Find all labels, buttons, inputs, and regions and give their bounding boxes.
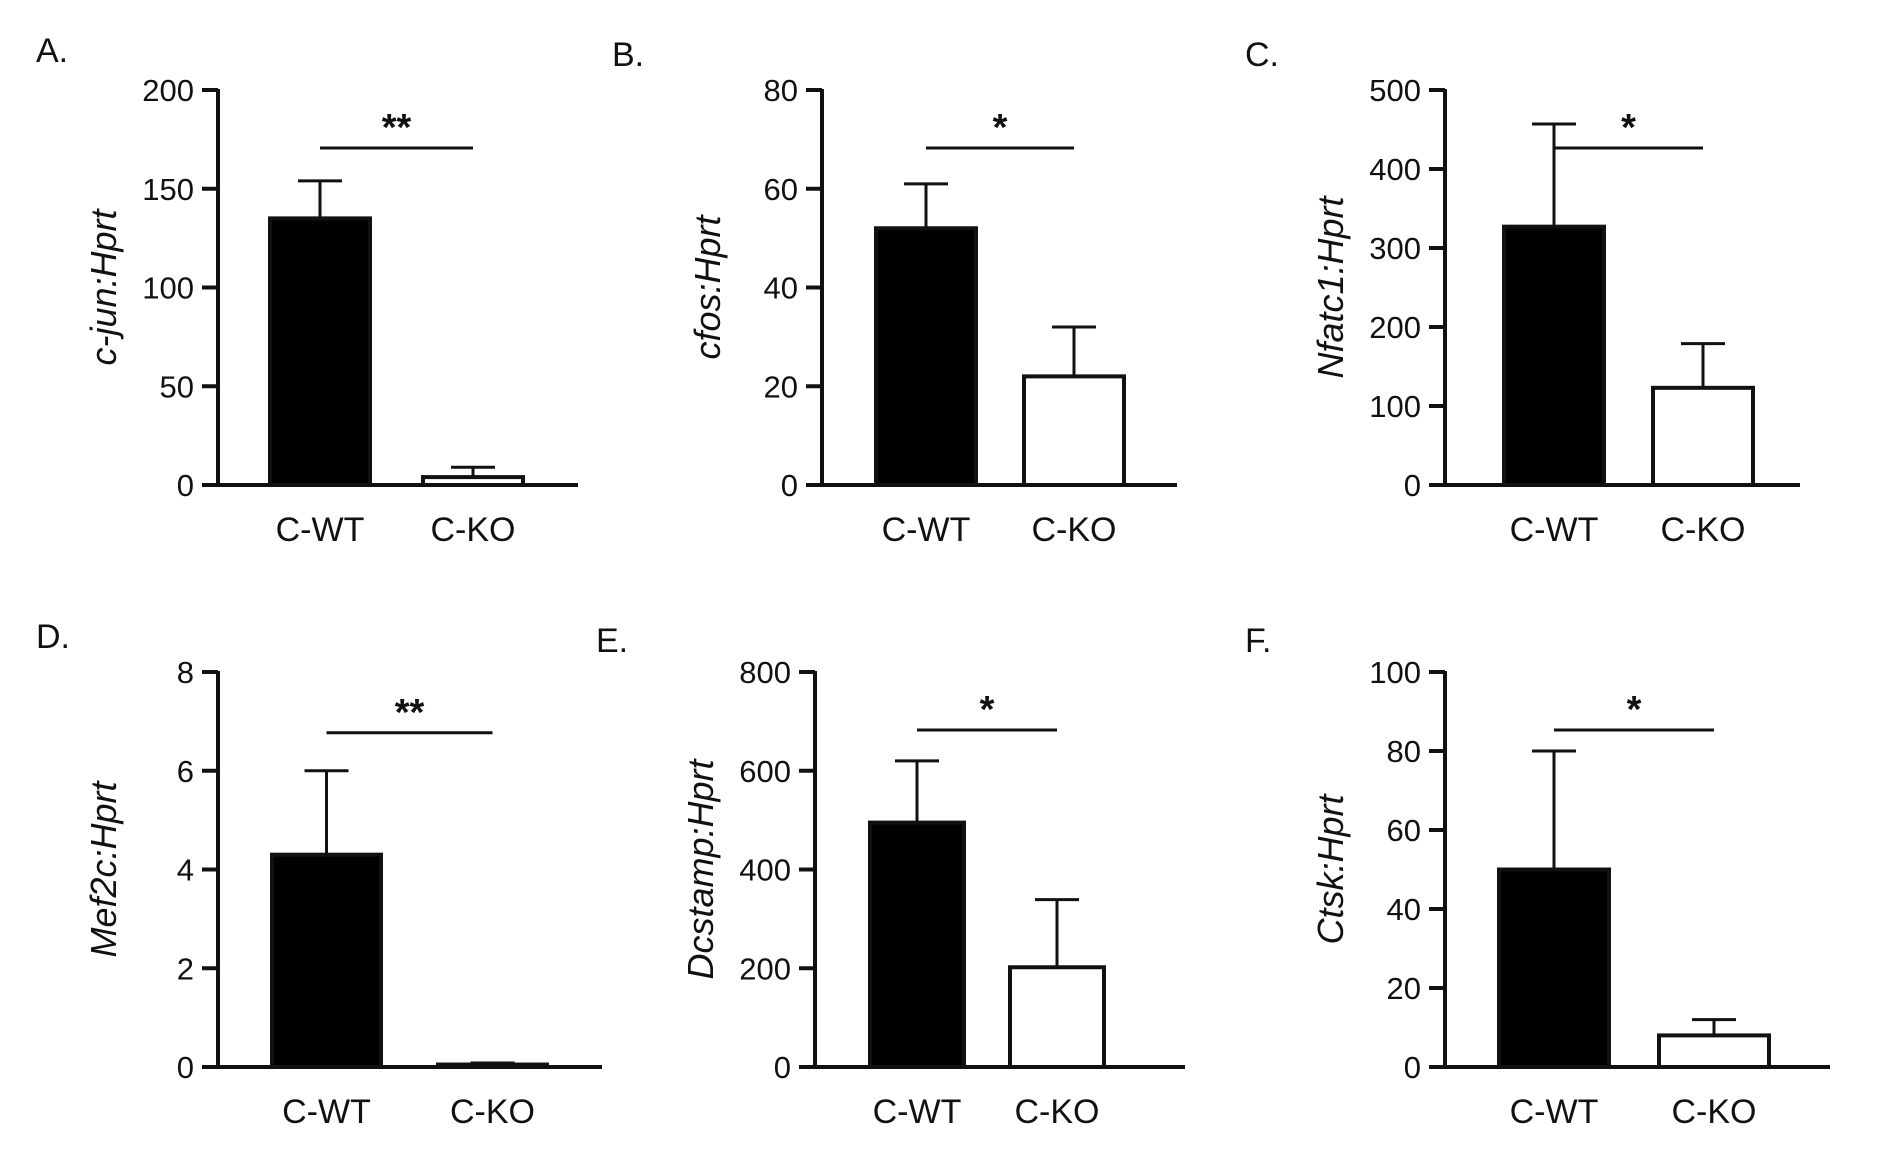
significance-marker: * xyxy=(993,107,1008,149)
y-tick-label: 6 xyxy=(177,754,194,789)
category-label: C-KO xyxy=(1661,511,1746,549)
chart-f: 0 20 40 60 80 100 Ctsk:Hprt C-WT C-KO * xyxy=(1310,655,1830,1131)
y-tick-label: 4 xyxy=(177,853,194,888)
y-tick-label: 0 xyxy=(781,468,798,503)
y-axis-label: c-jun:Hprt xyxy=(83,207,124,365)
panel-letter: A. xyxy=(36,32,69,70)
bar-c-wt xyxy=(1502,224,1606,487)
significance-marker: * xyxy=(1621,107,1636,149)
bar-c-ko xyxy=(1008,965,1106,1070)
y-tick-label: 0 xyxy=(1404,468,1421,503)
category-label: C-WT xyxy=(1510,511,1599,549)
y-tick-label: 80 xyxy=(764,73,798,108)
chart-e: 0 200 400 600 800 Dcstamp:Hprt C-WT C-KO * xyxy=(680,655,1185,1131)
category-label: C-WT xyxy=(882,511,971,549)
y-tick-label: 200 xyxy=(142,73,194,108)
bar-c-ko xyxy=(1651,385,1755,487)
bar-c-wt xyxy=(270,852,383,1069)
y-axis-label: Mef2c:Hprt xyxy=(83,779,124,957)
y-tick-label: 60 xyxy=(764,172,798,207)
y-tick-label: 400 xyxy=(739,853,791,888)
panel-letter: B. xyxy=(612,36,645,74)
y-tick-label: 800 xyxy=(739,655,791,690)
y-tick-label: 60 xyxy=(1387,813,1421,848)
chart-c: 0 100 200 300 400 500 Nfatc1:Hprt C-WT C-KO * xyxy=(1310,73,1800,549)
y-tick-label: 0 xyxy=(1404,1050,1421,1085)
panel-e: E. 0 200 400 600 800 Dcstamp:Hprt C-WT C-KO * xyxy=(590,590,1210,1150)
y-tick-label: 600 xyxy=(739,754,791,789)
y-axis-label: Ctsk:Hprt xyxy=(1310,792,1351,944)
panel-a: A. 0 50 100 150 200 c-jun:Hprt C-WT C-KO ** xyxy=(0,0,620,560)
bar-c-ko xyxy=(421,475,525,488)
significance-marker: * xyxy=(980,689,995,731)
y-tick-label: 40 xyxy=(1387,892,1421,927)
chart-d: 0 2 4 6 8 Mef2c:Hprt C-WT C-KO ** xyxy=(83,655,602,1131)
y-axis-label: Dcstamp:Hprt xyxy=(680,757,721,979)
category-label: C-KO xyxy=(450,1093,535,1131)
panel-c: C. 0 100 200 300 400 500 Nfatc1:Hprt C-WT C-KO * xyxy=(1245,0,1865,560)
y-tick-label: 0 xyxy=(177,468,194,503)
y-tick-label: 100 xyxy=(1369,655,1421,690)
panel-b: B. 0 20 40 60 80 cfos:Hprt C-WT C-KO * xyxy=(612,0,1232,560)
bar-c-wt xyxy=(268,216,372,487)
panel-letter: E. xyxy=(596,622,629,660)
y-axis-label: cfos:Hprt xyxy=(687,213,728,359)
y-tick-label: 8 xyxy=(177,655,194,690)
bar-c-wt xyxy=(874,226,978,487)
significance-marker: ** xyxy=(382,107,412,149)
bar-c-wt xyxy=(1497,867,1611,1069)
panel-letter: F. xyxy=(1245,622,1272,660)
y-tick-label: 80 xyxy=(1387,734,1421,769)
category-label: C-KO xyxy=(1032,511,1117,549)
bar-c-ko xyxy=(1657,1033,1771,1069)
bar-c-wt xyxy=(868,820,966,1069)
category-label: C-WT xyxy=(1510,1093,1599,1131)
category-label: C-WT xyxy=(282,1093,371,1131)
y-tick-label: 0 xyxy=(774,1050,791,1085)
y-tick-label: 50 xyxy=(160,369,194,404)
category-label: C-WT xyxy=(276,511,365,549)
panel-d: D. 0 2 4 6 8 Mef2c:Hprt C-WT C-KO ** xyxy=(0,590,620,1150)
panel-f: F. 0 20 40 60 80 100 Ctsk:Hprt C-WT C-KO * xyxy=(1245,590,1865,1150)
category-label: C-WT xyxy=(873,1093,962,1131)
y-tick-label: 100 xyxy=(142,271,194,306)
y-tick-label: 500 xyxy=(1369,73,1421,108)
category-label: C-KO xyxy=(431,511,516,549)
y-tick-label: 100 xyxy=(1369,389,1421,424)
bar-c-ko xyxy=(436,1062,549,1069)
bar-c-ko xyxy=(1022,374,1126,487)
y-tick-label: 150 xyxy=(142,172,194,207)
significance-marker: * xyxy=(1627,689,1642,731)
y-tick-label: 20 xyxy=(764,369,798,404)
category-label: C-KO xyxy=(1672,1093,1757,1131)
y-tick-label: 0 xyxy=(177,1050,194,1085)
y-tick-label: 200 xyxy=(739,951,791,986)
y-tick-label: 40 xyxy=(764,271,798,306)
y-tick-label: 400 xyxy=(1369,152,1421,187)
y-tick-label: 200 xyxy=(1369,310,1421,345)
chart-b: 0 20 40 60 80 cfos:Hprt C-WT C-KO * xyxy=(687,73,1177,549)
y-tick-label: 20 xyxy=(1387,971,1421,1006)
panel-letter: C. xyxy=(1245,36,1279,74)
significance-marker: ** xyxy=(395,692,425,734)
panel-letter: D. xyxy=(36,618,70,656)
y-axis-label: Nfatc1:Hprt xyxy=(1310,194,1351,378)
chart-a: 0 50 100 150 200 c-jun:Hprt C-WT C-KO ** xyxy=(83,73,578,549)
category-label: C-KO xyxy=(1015,1093,1100,1131)
y-tick-label: 2 xyxy=(177,951,194,986)
y-tick-label: 300 xyxy=(1369,231,1421,266)
